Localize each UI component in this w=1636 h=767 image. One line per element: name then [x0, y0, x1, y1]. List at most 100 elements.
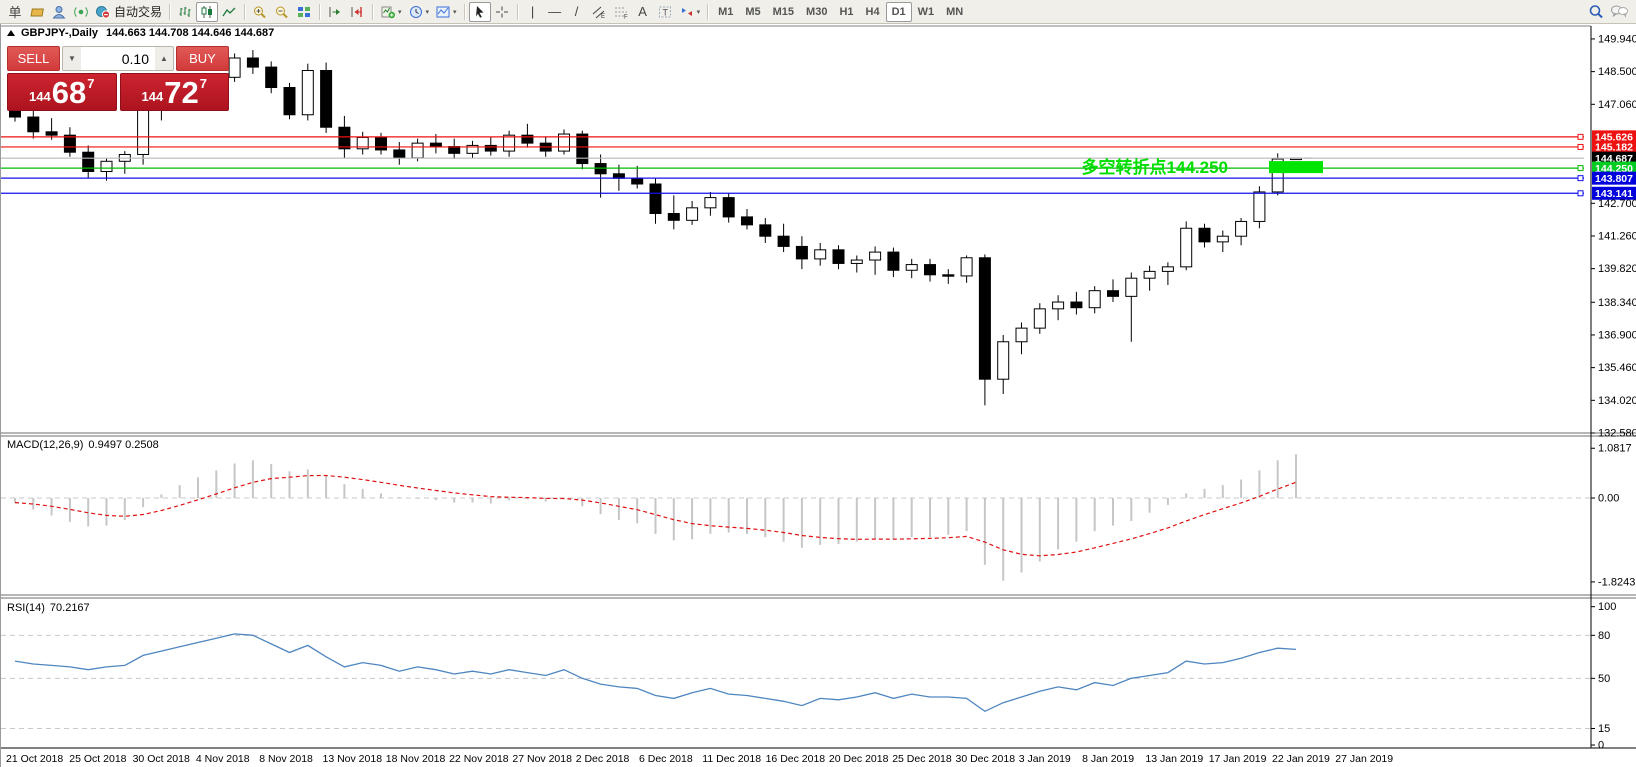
- candle-body: [1125, 277, 1138, 297]
- buy-button[interactable]: BUY: [176, 46, 229, 71]
- volume-input[interactable]: [81, 47, 155, 70]
- candle-body: [1070, 301, 1083, 309]
- collapse-panel-icon[interactable]: [7, 30, 15, 36]
- support-line-1-handle[interactable]: [1577, 175, 1584, 182]
- candle-body: [1198, 227, 1211, 243]
- autotrade-button[interactable]: 自动交易: [92, 2, 165, 22]
- price-axis-label: 134.020: [1598, 395, 1636, 407]
- resistance-line-2-handle[interactable]: [1577, 143, 1584, 150]
- price-axis-label: 132.580: [1598, 428, 1636, 440]
- toolbar-separator: [169, 3, 171, 20]
- candle-body: [1216, 235, 1229, 243]
- pivot-line-handle[interactable]: [1577, 165, 1584, 172]
- text-button[interactable]: A: [638, 4, 647, 19]
- templates-button[interactable]: ▾: [432, 2, 460, 22]
- timeframe-h1-button[interactable]: H1: [839, 5, 854, 18]
- candlestick-button[interactable]: [196, 1, 219, 22]
- macd-values: 0.9497 0.2508: [88, 439, 159, 451]
- horizontal-line-button[interactable]: —: [548, 4, 562, 19]
- date-axis-label: 22 Nov 2018: [449, 753, 509, 765]
- zoom-in-button[interactable]: [249, 2, 271, 22]
- sell-price-pips: 68: [51, 75, 87, 110]
- timeframe-h4-button[interactable]: H4: [865, 5, 880, 18]
- resistance-line-1-handle[interactable]: [1577, 133, 1584, 140]
- volume-increase-button[interactable]: ▲: [155, 47, 173, 70]
- ohlc-values: 144.663 144.708 144.646 144.687: [106, 27, 275, 39]
- timeframe-d1-button[interactable]: D1: [885, 1, 912, 22]
- bar-chart-button[interactable]: [174, 2, 196, 22]
- chat-icon[interactable]: [1607, 2, 1632, 22]
- chart-window-icon[interactable]: [26, 2, 48, 22]
- crosshair-button[interactable]: [491, 2, 513, 22]
- price-axis-label: 136.900: [1598, 329, 1636, 341]
- candle-body: [667, 213, 680, 221]
- candle-body: [411, 142, 424, 159]
- signals-icon[interactable]: [70, 2, 92, 22]
- periods-button[interactable]: ▾: [405, 2, 433, 22]
- timeframe-w1-button[interactable]: W1: [917, 5, 935, 18]
- timeframe-m30-button[interactable]: M30: [806, 5, 828, 18]
- candle-body: [1107, 290, 1119, 297]
- one-click-trading-panel: SELL ▼ ▲ BUY 144 68 7 144 72 7: [7, 46, 229, 111]
- candle-body: [265, 66, 278, 89]
- tile-windows-button[interactable]: [293, 2, 315, 22]
- fibonacci-button[interactable]: F: [610, 2, 632, 22]
- symbol-period-label: GBPJPY-,Daily: [21, 27, 99, 39]
- candle-body: [558, 133, 570, 152]
- search-icon[interactable]: [1585, 2, 1607, 22]
- chart-canvas[interactable]: 145.626145.182144.687144.250143.807143.1…: [1, 24, 1636, 767]
- svg-text:F: F: [624, 14, 628, 19]
- candle-body: [924, 264, 936, 276]
- cursor-button[interactable]: [468, 1, 491, 22]
- volume-decrease-button[interactable]: ▼: [63, 47, 81, 70]
- rsi-axis-label: 0: [1598, 740, 1604, 752]
- buy-price-display[interactable]: 144 72 7: [119, 73, 229, 111]
- candle-body: [1271, 158, 1284, 193]
- timeframe-mn-button[interactable]: MN: [946, 5, 964, 18]
- timeframe-m1-button[interactable]: M1: [718, 5, 734, 18]
- candle-body: [283, 87, 296, 116]
- support-line-2-tag-label: 143.141: [1595, 188, 1633, 200]
- arrows-button[interactable]: ▾: [676, 2, 704, 22]
- macd-indicator-label: MACD(12,26,9) 0.9497 0.2508: [7, 439, 159, 451]
- candle-body: [27, 116, 40, 133]
- vertical-line-button[interactable]: |: [530, 4, 535, 19]
- date-axis-label: 13 Nov 2018: [323, 753, 383, 765]
- candle-body: [375, 136, 387, 151]
- chart-title-bar: GBPJPY-,Daily 144.663 144.708 144.646 14…: [7, 27, 274, 39]
- support-line-2-handle[interactable]: [1577, 190, 1584, 197]
- candle-body: [960, 257, 973, 277]
- timeframe-m5-button[interactable]: M5: [745, 5, 761, 18]
- chart-shift-button[interactable]: [324, 2, 346, 22]
- candle-body: [228, 57, 241, 78]
- indicators-button[interactable]: ▾: [377, 2, 405, 22]
- candle-body: [45, 131, 58, 136]
- zoom-out-button[interactable]: [271, 2, 293, 22]
- sell-price-display[interactable]: 144 68 7: [7, 73, 117, 111]
- label-button[interactable]: T: [654, 2, 676, 22]
- chart-background[interactable]: [1, 26, 1636, 748]
- sell-price-whole: 144: [29, 89, 51, 104]
- profiles-icon[interactable]: [48, 2, 70, 22]
- candle-body: [850, 259, 863, 264]
- candle-body: [576, 133, 589, 165]
- timeframe-m15-button[interactable]: M15: [772, 5, 795, 18]
- candle-body: [503, 134, 516, 152]
- candle-body: [1253, 191, 1266, 222]
- candle-body: [759, 224, 772, 237]
- chart-window[interactable]: 145.626 145.182 144.687 144.250 143.807 143.1…: [0, 24, 1636, 767]
- pivot-zone-box[interactable]: [1269, 161, 1323, 174]
- line-chart-button[interactable]: [218, 2, 240, 22]
- new-order-button[interactable]: 单: [8, 5, 22, 20]
- date-axis-label: 13 Jan 2019: [1145, 753, 1203, 765]
- auto-scroll-button[interactable]: [346, 2, 368, 22]
- trendline-button[interactable]: /: [574, 4, 579, 19]
- rsi-axis-label: 80: [1598, 630, 1610, 642]
- date-axis-label: 6 Dec 2018: [639, 753, 693, 765]
- sell-button[interactable]: SELL: [7, 46, 60, 71]
- date-axis-label: 17 Jan 2019: [1209, 753, 1267, 765]
- candle-body: [466, 144, 479, 154]
- candle-body: [887, 251, 900, 271]
- channel-button[interactable]: E: [588, 2, 610, 22]
